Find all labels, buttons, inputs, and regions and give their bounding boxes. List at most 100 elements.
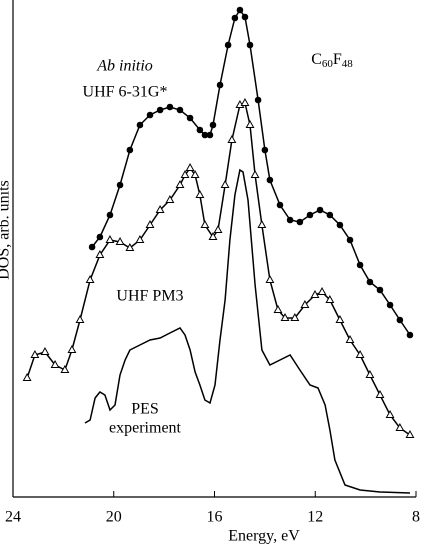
data-point bbox=[317, 286, 327, 295]
data-point bbox=[336, 221, 344, 229]
data-point bbox=[220, 179, 230, 188]
data-point bbox=[195, 189, 205, 198]
data-point bbox=[224, 41, 232, 49]
data-point bbox=[366, 278, 374, 286]
data-point bbox=[326, 211, 334, 219]
data-point bbox=[116, 181, 124, 189]
data-point bbox=[261, 146, 269, 154]
data-point bbox=[125, 242, 135, 251]
data-point bbox=[213, 224, 223, 233]
data-point bbox=[135, 234, 145, 243]
data-point bbox=[395, 422, 405, 431]
data-point bbox=[96, 233, 104, 241]
data-point bbox=[290, 312, 300, 321]
data-point bbox=[316, 206, 324, 214]
data-point bbox=[201, 131, 209, 139]
data-point bbox=[254, 96, 262, 104]
data-point bbox=[306, 211, 314, 219]
data-point bbox=[266, 176, 274, 184]
data-point bbox=[325, 294, 335, 303]
data-point bbox=[155, 204, 165, 213]
data-point bbox=[231, 14, 239, 22]
data-point bbox=[145, 219, 155, 228]
data-point bbox=[60, 364, 70, 373]
data-point bbox=[146, 111, 154, 119]
data-point bbox=[376, 286, 384, 294]
data-point bbox=[355, 349, 365, 358]
data-point bbox=[273, 304, 283, 313]
series-label: UHF PM3 bbox=[116, 288, 183, 305]
series-label: UHF 6-31G* bbox=[83, 84, 168, 101]
data-point bbox=[296, 218, 304, 226]
data-point bbox=[105, 234, 115, 243]
data-point bbox=[216, 81, 224, 89]
data-point bbox=[196, 126, 204, 134]
data-point bbox=[136, 121, 144, 129]
annotation: experiment bbox=[109, 420, 182, 437]
data-point bbox=[115, 236, 125, 245]
data-point bbox=[186, 114, 194, 122]
data-point bbox=[22, 372, 32, 381]
annotation: Ab initio bbox=[96, 58, 153, 75]
data-point bbox=[30, 349, 40, 358]
data-point bbox=[40, 346, 50, 355]
data-point bbox=[365, 369, 375, 378]
data-point bbox=[280, 312, 290, 321]
data-point bbox=[67, 344, 77, 353]
data-point bbox=[236, 6, 244, 14]
data-point bbox=[310, 289, 320, 298]
x-tick-label: 24 bbox=[5, 509, 21, 526]
series-line bbox=[84, 168, 411, 494]
data-point bbox=[206, 131, 214, 139]
series-label: PES bbox=[131, 401, 159, 418]
data-point bbox=[250, 169, 260, 178]
data-point bbox=[406, 331, 414, 339]
x-tick-label: 12 bbox=[307, 509, 323, 526]
data-point bbox=[106, 211, 114, 219]
x-tick-label: 20 bbox=[106, 509, 122, 526]
data-point bbox=[335, 314, 345, 323]
data-point bbox=[346, 236, 354, 244]
data-point bbox=[396, 316, 404, 324]
data-point bbox=[257, 219, 267, 228]
data-point bbox=[265, 274, 275, 283]
data-point bbox=[166, 103, 174, 111]
x-axis-label: Energy, eV bbox=[228, 528, 300, 545]
data-point bbox=[300, 299, 310, 308]
y-axis-label: DOS, arb. units bbox=[0, 180, 13, 280]
data-point bbox=[245, 119, 255, 128]
data-point bbox=[345, 334, 355, 343]
data-point bbox=[176, 106, 184, 114]
data-point bbox=[246, 41, 254, 49]
data-point bbox=[180, 169, 190, 178]
data-point bbox=[227, 134, 237, 143]
data-point bbox=[85, 274, 95, 283]
x-tick-label: 8 bbox=[412, 509, 420, 526]
data-point bbox=[375, 389, 385, 398]
data-point bbox=[156, 106, 164, 114]
series-line bbox=[26, 101, 411, 436]
data-point bbox=[405, 429, 415, 438]
data-point bbox=[385, 409, 395, 418]
data-point bbox=[88, 243, 96, 251]
data-point bbox=[126, 146, 134, 154]
data-point bbox=[190, 169, 200, 178]
data-point bbox=[286, 216, 294, 224]
data-point bbox=[276, 201, 284, 209]
data-point bbox=[386, 301, 394, 309]
data-point bbox=[240, 97, 250, 106]
data-point bbox=[241, 13, 249, 21]
data-point bbox=[208, 231, 218, 240]
data-point bbox=[209, 121, 217, 129]
data-point bbox=[200, 219, 210, 228]
data-point bbox=[185, 162, 195, 171]
data-point bbox=[50, 359, 60, 368]
data-point bbox=[175, 179, 185, 188]
annotation: C60F48 bbox=[311, 51, 353, 70]
data-point bbox=[75, 314, 85, 323]
data-point bbox=[165, 194, 175, 203]
x-tick-label: 16 bbox=[207, 509, 223, 526]
data-point bbox=[356, 261, 364, 269]
data-point bbox=[95, 249, 105, 258]
